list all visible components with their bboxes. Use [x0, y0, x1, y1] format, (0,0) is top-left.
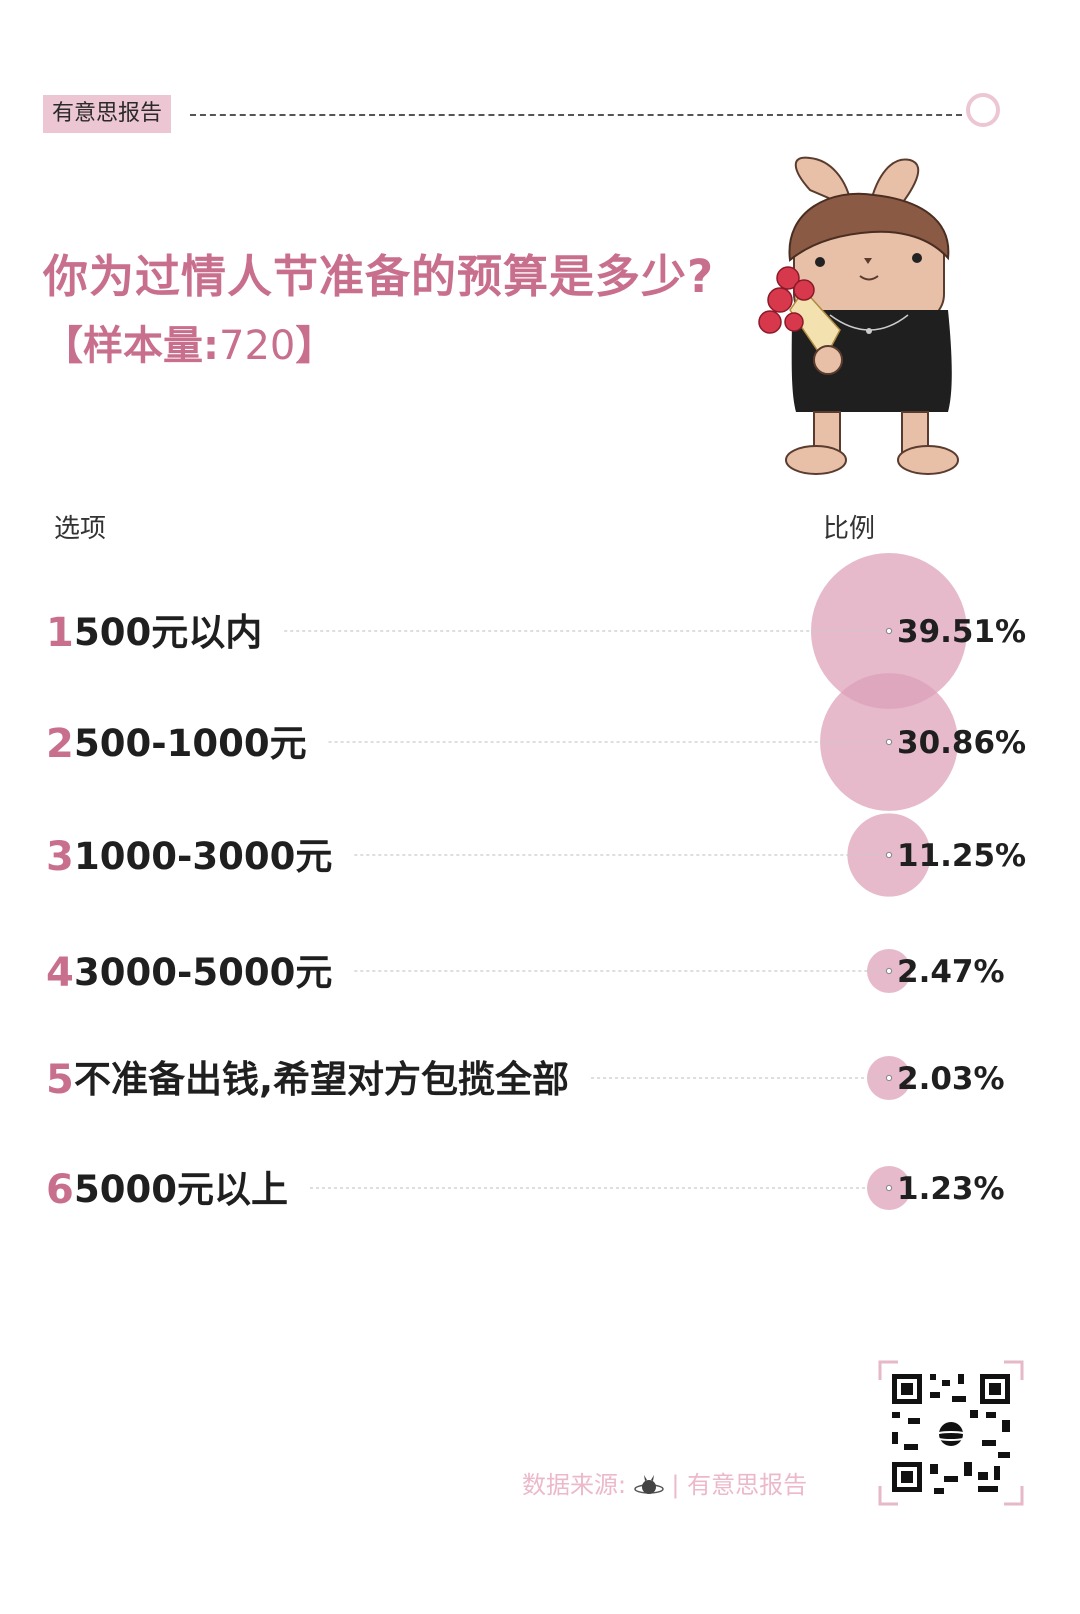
value-label-5: 2.03% — [897, 1061, 1005, 1097]
option-number-2: 2 — [46, 721, 74, 767]
value-label-4: 2.47% — [897, 954, 1005, 990]
brand-tag: 有意思报告 — [43, 95, 172, 133]
sample-value: 720 — [219, 323, 296, 369]
option-label-3: 1000-3000元 — [74, 835, 332, 878]
label-layer: 1 500元以内 39.51% 2 500-1000元 30.86% 3 1000-3000元… — [46, 610, 1026, 1213]
guide-layer — [284, 627, 893, 1192]
value-label-6: 1.23% — [897, 1171, 1005, 1207]
sample-prefix: 【样本量: — [43, 323, 219, 369]
option-number-1: 1 — [46, 610, 74, 656]
guide-dot-6 — [885, 1184, 893, 1192]
column-header-option: 选项 — [54, 514, 107, 544]
chart-title: 你为过情人节准备的预算是多少? — [43, 250, 715, 303]
header-dashed-line — [190, 114, 962, 116]
option-label-4: 3000-5000元 — [74, 951, 332, 994]
option-number-6: 6 — [46, 1167, 74, 1213]
sample-suffix: 】 — [295, 323, 336, 369]
guide-dot-4 — [885, 967, 893, 975]
option-label-2: 500-1000元 — [74, 722, 307, 765]
planet-rabbit-icon — [633, 1475, 664, 1494]
option-label-6: 5000元以上 — [74, 1168, 288, 1211]
header-ring-icon — [966, 93, 1000, 127]
guide-dot-3 — [885, 851, 893, 859]
option-number-4: 4 — [46, 950, 74, 996]
guide-dot-1 — [885, 627, 893, 635]
value-label-3: 11.25% — [897, 838, 1026, 874]
sample-size: 【样本量:720】 — [43, 313, 335, 371]
value-label-2: 30.86% — [897, 725, 1026, 761]
qr-code-icon[interactable] — [878, 1360, 1024, 1506]
data-source: 数据来源: | 有意思报告 — [522, 1465, 807, 1500]
rabbit-mascot-with-roses-icon — [758, 156, 959, 475]
option-number-3: 3 — [46, 834, 74, 880]
option-number-5: 5 — [46, 1057, 74, 1103]
bubble-layer — [811, 553, 967, 1210]
guide-dot-5 — [885, 1074, 893, 1082]
source-divider: | — [671, 1471, 680, 1499]
column-header-ratio: 比例 — [823, 514, 876, 544]
source-name: 有意思报告 — [687, 1471, 808, 1499]
option-label-5: 不准备出钱,希望对方包揽全部 — [74, 1058, 569, 1101]
guide-dot-2 — [885, 738, 893, 746]
source-label: 数据来源: — [522, 1471, 627, 1499]
option-label-1: 500元以内 — [74, 611, 262, 654]
value-label-1: 39.51% — [897, 614, 1026, 650]
